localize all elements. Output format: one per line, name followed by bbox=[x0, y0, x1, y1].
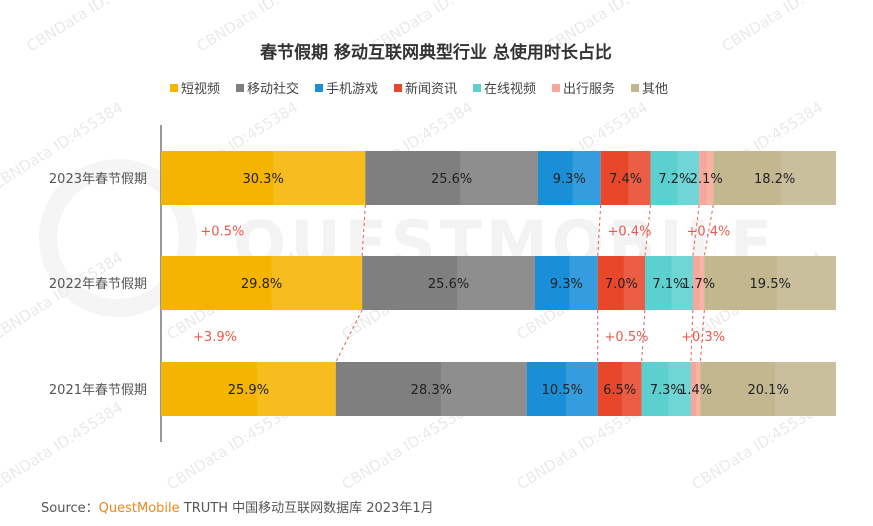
value-label-2-3: 6.5% bbox=[603, 383, 636, 398]
legend-label-0: 短视频 bbox=[181, 82, 220, 97]
bar-segment-shade-2-4 bbox=[668, 362, 691, 416]
bar-segment-shade-1-6 bbox=[776, 256, 836, 310]
value-label-1-2: 9.3% bbox=[550, 277, 583, 292]
category-label-0: 2023年春节假期 bbox=[49, 172, 147, 187]
category-label-1: 2022年春节假期 bbox=[49, 277, 147, 292]
source-prefix: Source： bbox=[41, 501, 99, 516]
legend-label-5: 出行服务 bbox=[563, 81, 615, 97]
delta-label-0-2: +0.4% bbox=[686, 225, 730, 240]
value-label-1-0: 29.8% bbox=[241, 277, 282, 292]
value-label-2-5: 1.4% bbox=[679, 383, 712, 398]
connector-right-1-1 bbox=[641, 309, 646, 363]
legend-swatch-1 bbox=[236, 84, 244, 92]
legend-label-1: 移动社交 bbox=[247, 81, 299, 97]
chart-title: 春节假期 移动互联网典型行业 总使用时长占比 bbox=[260, 42, 612, 63]
delta-label-1-0: +3.9% bbox=[193, 330, 237, 345]
value-label-2-4: 7.3% bbox=[650, 383, 683, 398]
bar-segment-shade-2-0 bbox=[257, 362, 336, 416]
bar-segment-shade-1-1 bbox=[457, 256, 535, 310]
value-label-0-0: 30.3% bbox=[243, 172, 284, 187]
bar-segment-shade-1-4 bbox=[671, 256, 693, 310]
legend-label-2: 手机游戏 bbox=[326, 82, 378, 97]
value-label-1-3: 7.0% bbox=[605, 277, 638, 292]
value-label-1-1: 25.6% bbox=[428, 277, 469, 292]
source-rest: TRUTH 中国移动互联网数据库 2023年1月 bbox=[179, 501, 434, 516]
connector-right-0-2 bbox=[703, 204, 714, 257]
category-label-2: 2021年春节假期 bbox=[49, 383, 147, 398]
legend-swatch-3 bbox=[394, 84, 402, 92]
value-label-0-3: 7.4% bbox=[609, 172, 642, 187]
source-brand: QuestMobile bbox=[98, 501, 180, 516]
connector-left-0-1 bbox=[597, 204, 602, 257]
bar-segment-shade-0-1 bbox=[460, 151, 538, 205]
value-label-2-0: 25.9% bbox=[228, 383, 269, 398]
bar-segment-shade-1-2 bbox=[569, 256, 598, 310]
value-label-2-2: 10.5% bbox=[542, 383, 583, 398]
value-label-0-6: 18.2% bbox=[754, 172, 795, 187]
delta-label-0-1: +0.4% bbox=[608, 225, 652, 240]
delta-label-1-2: +0.3% bbox=[681, 330, 725, 345]
legend-swatch-0 bbox=[170, 84, 178, 92]
legend-swatch-6 bbox=[631, 84, 639, 92]
legend-swatch-2 bbox=[315, 84, 323, 92]
bar-segment-shade-1-0 bbox=[271, 256, 363, 310]
legend-swatch-4 bbox=[473, 84, 481, 92]
bar-segment-shade-1-3 bbox=[623, 256, 645, 310]
value-label-0-5: 2.1% bbox=[690, 172, 723, 187]
value-label-2-6: 20.1% bbox=[748, 383, 789, 398]
value-label-2-1: 28.3% bbox=[411, 383, 452, 398]
delta-label-1-1: +0.5% bbox=[605, 330, 649, 345]
connector-right-0-0 bbox=[361, 204, 366, 257]
connector-left-0-2 bbox=[692, 204, 700, 257]
connector-right-0-1 bbox=[644, 204, 652, 257]
legend-swatch-5 bbox=[552, 84, 560, 92]
value-label-1-6: 19.5% bbox=[750, 277, 791, 292]
watermark-logo-ring bbox=[39, 159, 197, 317]
bar-segment-shade-0-2 bbox=[572, 151, 601, 205]
value-label-1-4: 7.1% bbox=[652, 277, 685, 292]
delta-label-0-0: +0.5% bbox=[200, 225, 244, 240]
bar-segment-shade-0-0 bbox=[273, 151, 366, 205]
chart-canvas: CBNData ID:455384 CBNData ID:455384 CBNDat… bbox=[0, 0, 856, 490]
legend: 短视频 移动社交 手机游戏 新闻资讯 在线视频 出行服务 其他 bbox=[170, 81, 668, 97]
value-label-0-1: 25.6% bbox=[431, 172, 472, 187]
bar-segment-shade-1-5 bbox=[699, 256, 705, 310]
bar-segment-shade-2-2 bbox=[565, 362, 598, 416]
bar-segment-shade-0-5 bbox=[706, 151, 714, 205]
connector-layer bbox=[335, 204, 714, 363]
connector-right-1-0 bbox=[335, 309, 363, 363]
watermark-text: CBNData ID:455384 bbox=[0, 248, 126, 343]
bar-segment-shade-0-3 bbox=[628, 151, 651, 205]
value-label-0-4: 7.2% bbox=[658, 172, 691, 187]
bar-segment-1-5 bbox=[692, 256, 705, 310]
bar-segment-shade-2-5 bbox=[696, 362, 701, 416]
bars-layer bbox=[161, 151, 836, 416]
legend-label-6: 其他 bbox=[642, 82, 668, 97]
bar-segment-shade-2-6 bbox=[774, 362, 836, 416]
source-note: Source：QuestMobile TRUTH 中国移动互联网数据库 2023… bbox=[41, 497, 434, 516]
legend-label-4: 在线视频 bbox=[484, 82, 536, 97]
bar-segment-shade-2-3 bbox=[621, 362, 642, 416]
value-label-0-2: 9.3% bbox=[553, 172, 586, 187]
watermark-text: CBNData ID:455384 bbox=[24, 0, 161, 55]
connector-left-1-2 bbox=[690, 309, 694, 363]
bar-segment-shade-2-1 bbox=[440, 362, 527, 416]
bar-segment-shade-0-4 bbox=[677, 151, 700, 205]
watermark-text: CBNData ID:455384 bbox=[719, 0, 856, 55]
bar-segment-2-5 bbox=[690, 362, 701, 416]
watermark-text: CBNData ID:455384 bbox=[0, 398, 126, 490]
watermark-layer: CBNData ID:455384 CBNData ID:455384 CBNDat… bbox=[0, 0, 856, 490]
bar-segment-shade-0-6 bbox=[780, 151, 836, 205]
connector-right-1-2 bbox=[699, 309, 705, 363]
legend-label-3: 新闻资讯 bbox=[405, 81, 457, 97]
labels-layer: 2023年春节假期 30.3% 25.6% 9.3% 7.4% 7.2%2.1% 18.2%… bbox=[49, 172, 795, 398]
value-label-1-5: 1.7% bbox=[682, 277, 715, 292]
